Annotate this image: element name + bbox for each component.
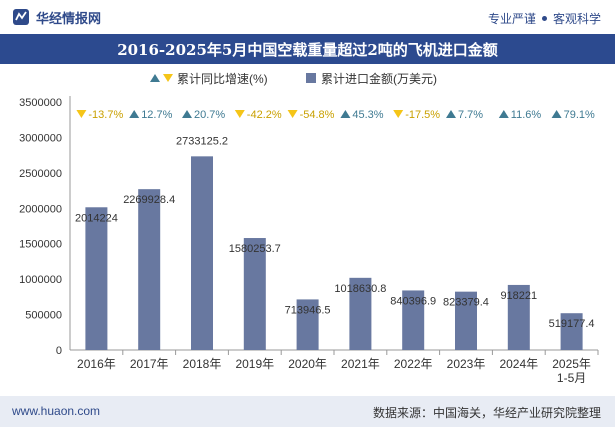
legend-amount-label: 累计进口金额(万美元) bbox=[321, 71, 437, 86]
growth-label: 45.3% bbox=[352, 109, 383, 121]
y-tick-label: 0 bbox=[56, 345, 62, 357]
x-tick-label: 2024年 bbox=[499, 357, 538, 371]
slogan-right: 客观科学 bbox=[552, 12, 601, 26]
bar-value-label: 840396.9 bbox=[390, 295, 436, 307]
y-tick-label: 2500000 bbox=[19, 168, 62, 180]
bar bbox=[191, 156, 213, 350]
y-tick-label: 1500000 bbox=[19, 239, 62, 251]
growth-up-icon bbox=[340, 110, 351, 118]
bar-value-label: 1580253.7 bbox=[229, 243, 281, 255]
y-tick-label: 500000 bbox=[25, 310, 62, 322]
growth-label: 11.6% bbox=[511, 109, 542, 121]
bar-value-label: 519177.4 bbox=[549, 318, 595, 330]
bar-value-label: 2733125.2 bbox=[176, 135, 228, 147]
bar-value-label: 2269928.4 bbox=[123, 194, 175, 206]
growth-down-icon bbox=[393, 110, 404, 118]
growth-label: -13.7% bbox=[88, 109, 123, 121]
legend-growth-label: 累计同比增速(%) bbox=[177, 72, 268, 86]
x-tick-label: 2017年 bbox=[130, 357, 169, 371]
y-tick-label: 3000000 bbox=[19, 132, 62, 144]
x-tick-label: 2016年 bbox=[77, 357, 116, 371]
title-bar: 2016-2025年5月中国空载重量超过2吨的飞机进口金额 bbox=[0, 34, 615, 64]
brand-name: 华经情报网 bbox=[36, 10, 102, 26]
bar bbox=[243, 238, 266, 350]
growth-up-icon bbox=[551, 110, 562, 118]
footer: www.huaon.com 数据来源：中国海关，华经产业研究院整理 bbox=[0, 396, 615, 427]
growth-down-icon bbox=[76, 110, 87, 118]
bar-chart: 累计同比增速(%) 累计进口金额(万美元) 0 500000 1000000 150000… bbox=[19, 71, 599, 385]
y-tick-label: 1000000 bbox=[19, 274, 62, 286]
growth-down-icon bbox=[287, 110, 298, 118]
legend-amount-swatch bbox=[306, 73, 316, 83]
chart-title: 2016-2025年5月中国空载重量超过2吨的飞机进口金额 bbox=[117, 40, 498, 59]
growth-label: 7.7% bbox=[458, 109, 483, 121]
footer-url: www.huaon.com bbox=[12, 404, 101, 418]
x-tick-label: 2022年 bbox=[394, 357, 433, 371]
growth-down-icon bbox=[234, 110, 245, 118]
growth-label: 20.7% bbox=[194, 109, 225, 121]
bar bbox=[402, 290, 425, 350]
bar bbox=[349, 277, 372, 350]
growth-up-icon bbox=[498, 110, 509, 118]
legend-growth-down-icon bbox=[163, 74, 173, 82]
bar-value-label: 1018630.8 bbox=[334, 283, 386, 295]
x-tick-label: 2018年 bbox=[183, 357, 222, 371]
bar-value-label: 713946.5 bbox=[285, 304, 331, 316]
slogan-left: 专业严谨 bbox=[487, 12, 536, 26]
bar bbox=[560, 313, 583, 350]
x-tick-label: 2020年 bbox=[288, 357, 327, 371]
bar-value-label: 918221 bbox=[500, 290, 537, 302]
x-tick-label: 2023年 bbox=[447, 357, 486, 371]
bar bbox=[296, 299, 319, 350]
x-tick-label: 1-5月 bbox=[557, 371, 586, 385]
x-tick-label: 2021年 bbox=[341, 357, 380, 371]
bar bbox=[138, 189, 161, 350]
growth-label: -42.2% bbox=[247, 109, 282, 121]
slogan: 专业严谨 客观科学 bbox=[488, 10, 601, 27]
bar bbox=[507, 284, 530, 350]
footer-source: 数据来源：中国海关，华经产业研究院整理 bbox=[372, 406, 601, 420]
brand-logo-icon bbox=[13, 9, 29, 25]
bar-value-label: 2014224 bbox=[75, 212, 118, 224]
growth-label: 12.7% bbox=[141, 109, 172, 121]
growth-label: -17.5% bbox=[405, 109, 440, 121]
growth-up-icon bbox=[446, 110, 456, 118]
growth-up-icon bbox=[182, 110, 192, 118]
top-bar: 华经情报网 专业严谨 客观科学 bbox=[0, 0, 615, 34]
chart-area: 累计同比增速(%) 累计进口金额(万美元) 0 500000 1000000 150000… bbox=[0, 64, 615, 396]
growth-label: 79.1% bbox=[564, 109, 595, 121]
brand: 华经情报网 bbox=[12, 8, 101, 26]
legend-growth-up-icon bbox=[150, 74, 160, 82]
bar bbox=[85, 207, 108, 350]
y-tick-label: 3500000 bbox=[19, 97, 62, 109]
growth-up-icon bbox=[129, 110, 140, 118]
y-tick-label: 2000000 bbox=[19, 203, 62, 215]
bar bbox=[455, 291, 477, 350]
bar-value-label: 823379.4 bbox=[443, 297, 489, 309]
dot-icon bbox=[541, 16, 547, 22]
x-tick-label: 2019年 bbox=[235, 357, 274, 371]
x-tick-label: 2025年 bbox=[552, 357, 591, 371]
growth-label: -54.8% bbox=[300, 109, 335, 121]
